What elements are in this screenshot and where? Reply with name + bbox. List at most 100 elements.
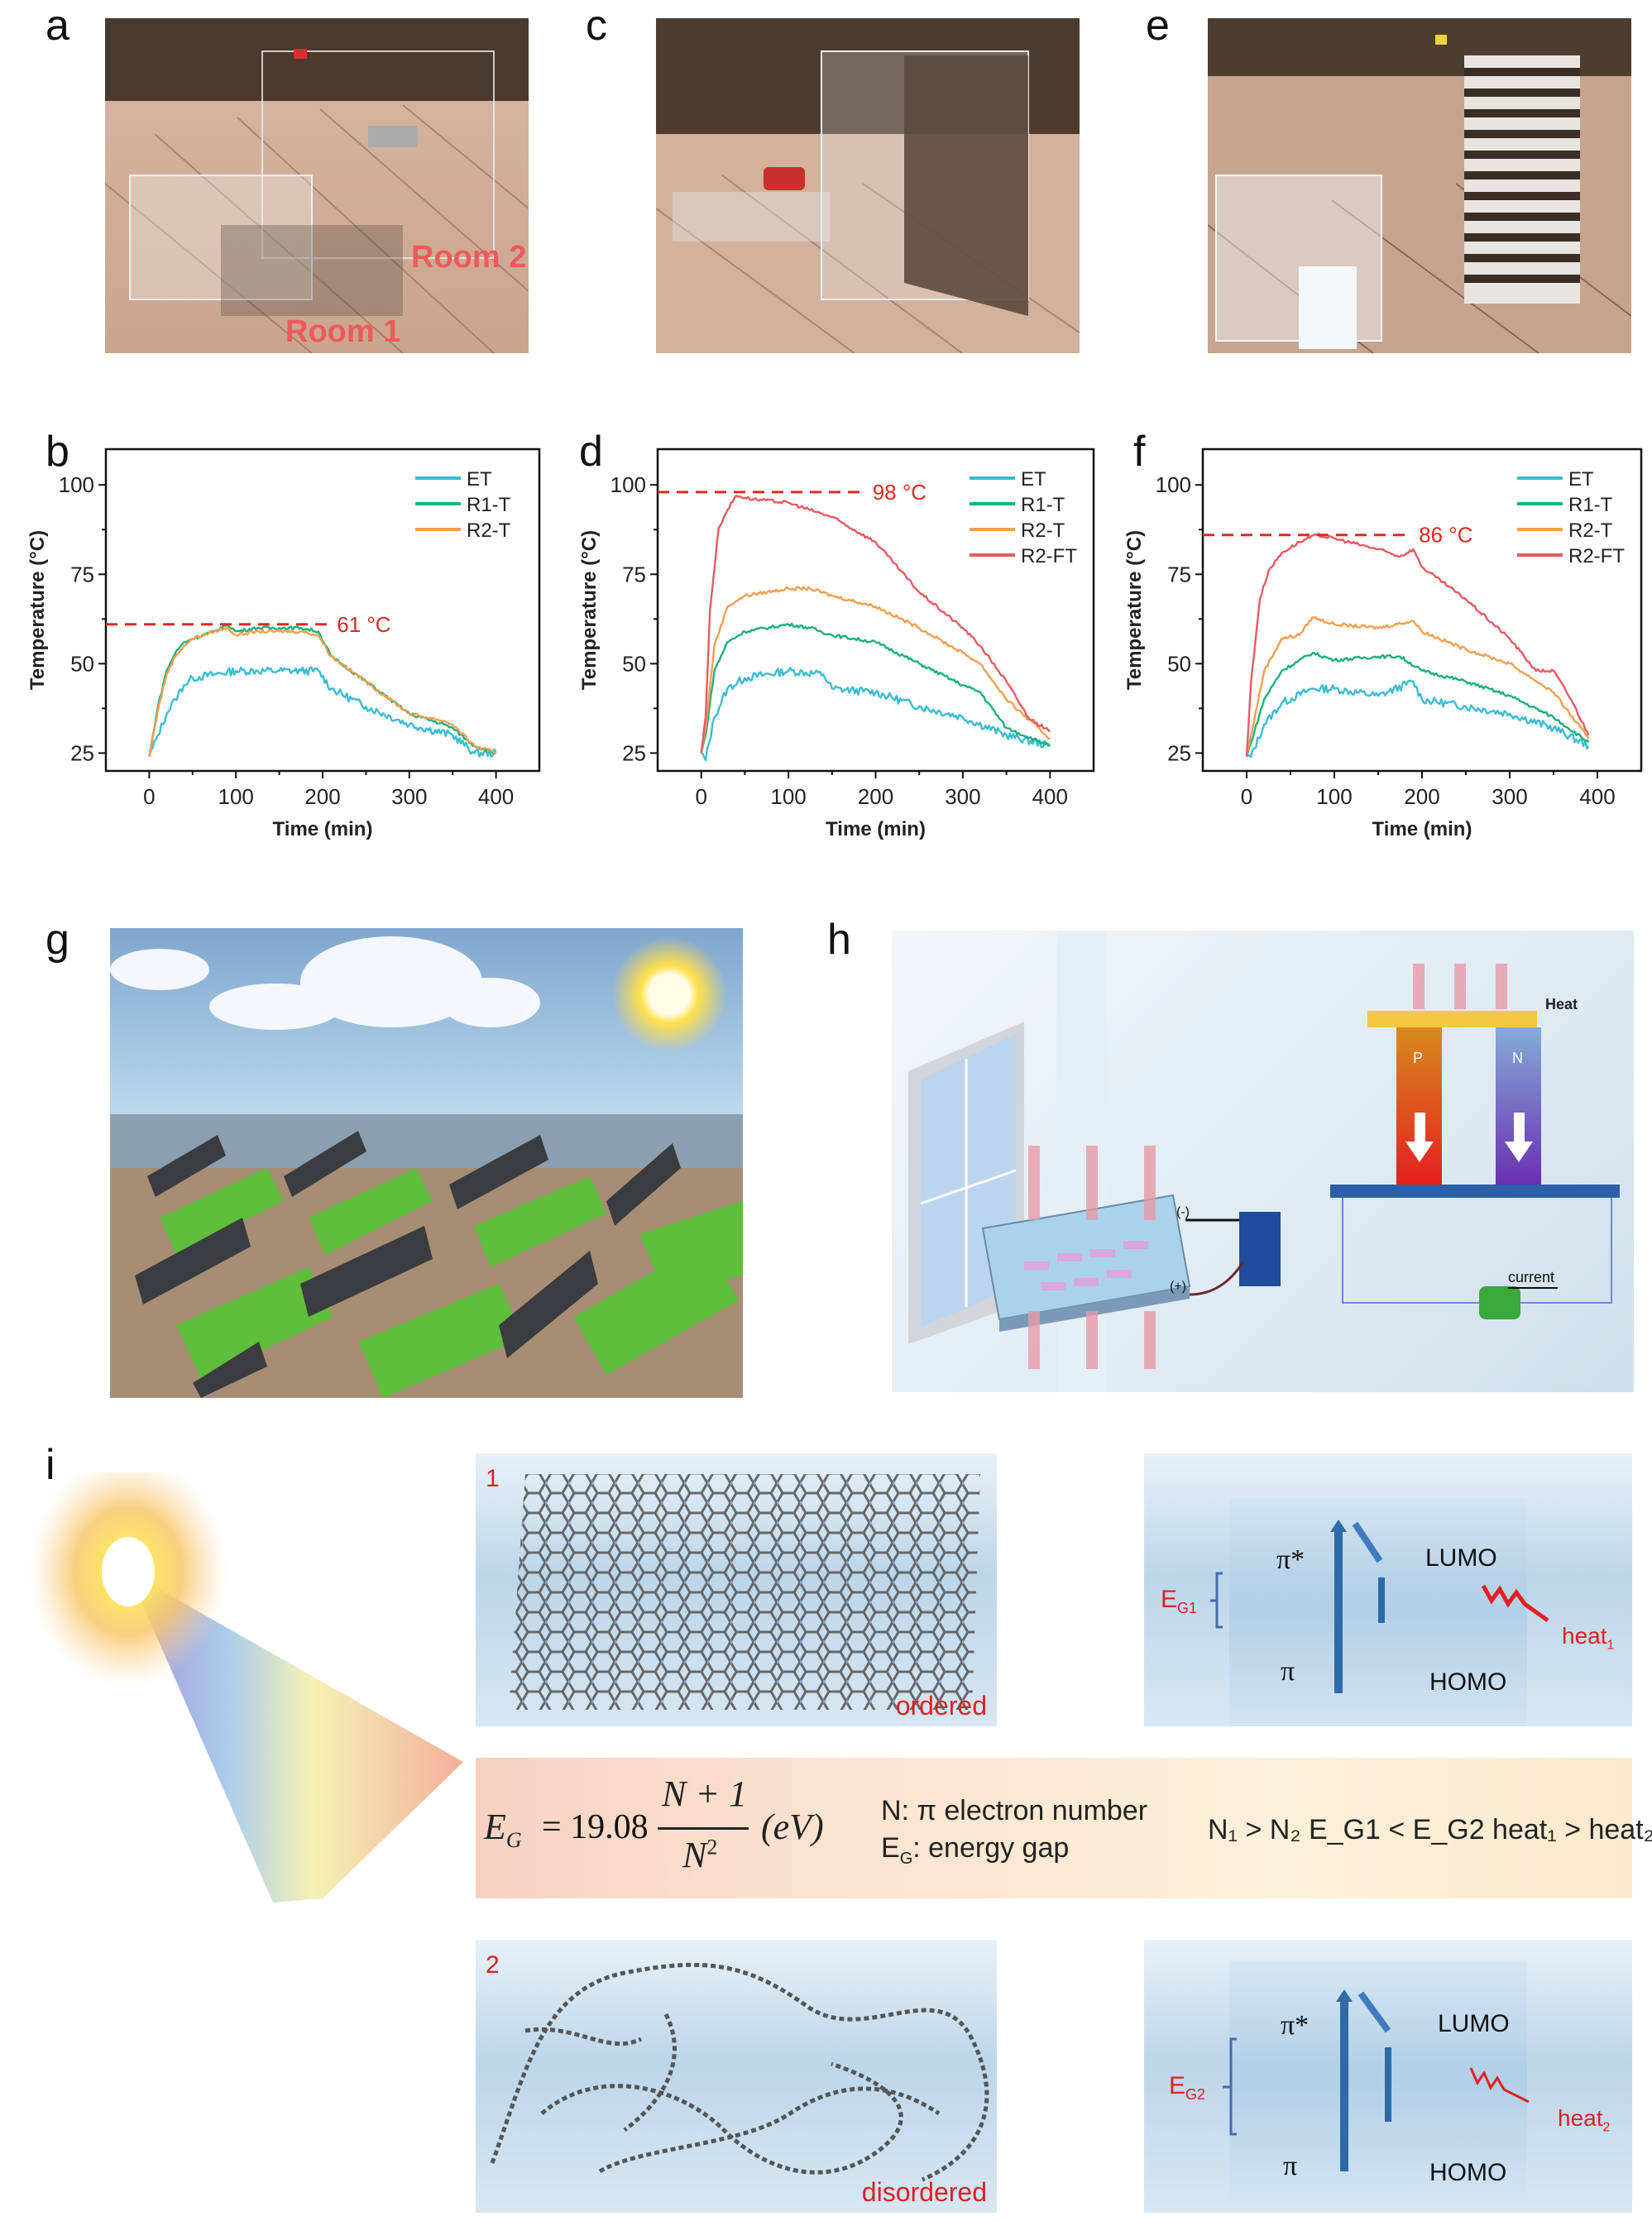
eq-unit: (eV): [761, 1807, 824, 1847]
sun-spectrum-svg: [29, 1456, 463, 1903]
light-spectrum-beam: [128, 1572, 463, 1903]
threshold-label: 86 °C: [1419, 523, 1472, 548]
p-leg-label: P: [1413, 1050, 1423, 1066]
clouds: [110, 936, 540, 1030]
y-tick-label: 100: [1156, 472, 1191, 497]
x-tick-label: 0: [143, 784, 155, 809]
thermoelectric-illustration: (-) (+) P N current Heat: [892, 931, 1634, 1392]
lumo-label: LUMO: [1438, 2010, 1510, 2037]
n-leg-label: N: [1512, 1050, 1523, 1066]
legend-label-r1-t: R1-T: [467, 494, 511, 516]
series-line-r2-t: [1245, 615, 1590, 757]
disordered-chains: [490, 1962, 989, 2182]
y-tick-label: 100: [611, 472, 646, 497]
legend-label-r2-ft: R2-FT: [1568, 545, 1625, 567]
y-tick-label: 50: [622, 651, 646, 676]
energy-diagram-2-svg: [1223, 1989, 1530, 2171]
x-axis-label: Time (min): [1372, 818, 1472, 840]
chart-b-svg: 0 100 200 300 400 25 50 75 100 Time (min) Temperat…: [26, 448, 541, 840]
homo-label: HOMO: [1429, 2159, 1507, 2186]
chart-b: 0 100 200 300 400 25 50 75 100 Time (min) Temperat…: [0, 414, 546, 877]
x-tick-label: 400: [1032, 784, 1068, 809]
series-line-et: [701, 667, 1051, 762]
hot-plate: [1367, 1011, 1537, 1027]
structure-2-disordered: 2 disordered: [476, 1940, 997, 2213]
y-tick-label: 50: [1167, 651, 1191, 676]
structure-2-number: 2: [486, 1951, 500, 1979]
x-tick-label: 200: [304, 784, 340, 809]
ordered-lattice: [509, 1474, 980, 1710]
y-tick-label: 100: [59, 472, 94, 497]
energy-diagram-2: π* π LUMO HOMO EG2 heat2: [1144, 1940, 1632, 2213]
threshold-label: 61 °C: [337, 612, 390, 637]
ordered-label: ordered: [895, 1691, 987, 1721]
gap-bracket: [1223, 2037, 1237, 2136]
pi-star-label: π*: [1276, 1544, 1305, 1575]
current-label: current: [1508, 1269, 1554, 1285]
eq-lhs: EG: [484, 1807, 522, 1852]
agrivoltaic-scene: [110, 928, 743, 1398]
eq-definition-n: N: π electron number: [881, 1795, 1148, 1826]
legend-label-r2-t: R2-T: [1568, 519, 1613, 542]
panel-label-c: c: [586, 2, 607, 50]
y-tick-label: 25: [1167, 740, 1191, 765]
y-axis-label: Temperature (°C): [26, 530, 49, 690]
pi-label: π: [1283, 2151, 1298, 2181]
sun-spectrum-illustration: [25, 1456, 463, 1903]
y-tick-label: 75: [622, 562, 646, 586]
eq-coefficient: = 19.08: [542, 1808, 649, 1846]
series-line-r2-t: [148, 626, 496, 757]
series-line-r2-ft: [1245, 533, 1590, 757]
panel-label-a: a: [45, 2, 69, 50]
y-axis-label: Temperature (°C): [1123, 530, 1146, 690]
room-1-label: Room 1: [285, 314, 401, 349]
x-tick-label: 100: [770, 784, 806, 809]
legend-label-et: ET: [1021, 468, 1046, 491]
threshold-label: 98 °C: [873, 480, 927, 505]
photo-a-illustration: [105, 18, 529, 353]
series-line-r1-t: [1245, 652, 1590, 758]
heat-1-label: heat1: [1562, 1623, 1615, 1653]
thermoelectric-scene: (-) (+) P N current Heat: [908, 931, 1620, 1392]
y-tick-label: 50: [70, 651, 94, 676]
structure-1-number: 1: [486, 1465, 500, 1492]
eq-relation: N₁ > N₂ E_G1 < E_G2 heat₁ > heat₂: [1208, 1814, 1652, 1845]
photo-c-illustration: [656, 18, 1080, 353]
photo-room-film: [656, 18, 1080, 353]
y-tick-label: 25: [622, 740, 646, 765]
photo-room-stripes: [1208, 18, 1631, 353]
x-tick-label: 400: [1579, 784, 1615, 809]
legend-label-r2-ft: R2-FT: [1021, 545, 1077, 567]
relaxation-arrow: [1378, 1577, 1385, 1623]
greenhouses: [160, 1168, 743, 1398]
y-tick-label: 75: [1167, 562, 1191, 586]
x-tick-label: 0: [695, 784, 706, 809]
pi-star-label: π*: [1281, 2010, 1310, 2041]
y-axis-label: Temperature (°C): [578, 530, 601, 690]
panel-label-h: h: [827, 916, 851, 964]
panel-label-e: e: [1146, 2, 1170, 50]
battery-box: [1239, 1212, 1281, 1286]
panel-label-d: d: [579, 428, 603, 476]
panel-label-i: i: [45, 1441, 55, 1489]
legend-label-r2-t: R2-T: [1021, 519, 1065, 542]
legend-label-r1-t: R1-T: [1021, 494, 1065, 516]
sun-icon: [611, 936, 727, 1052]
x-tick-label: 100: [218, 784, 254, 809]
series-line-et: [1246, 679, 1590, 758]
photo-e-illustration: [1208, 18, 1631, 353]
heat-wave-icon: [1481, 1584, 1549, 1623]
panel-label-f: f: [1133, 428, 1146, 476]
gap-label-1: EG1: [1161, 1586, 1198, 1616]
x-tick-label: 300: [945, 784, 980, 809]
legend-label-r1-t: R1-T: [1568, 494, 1613, 516]
panel-label-b: b: [45, 428, 69, 476]
x-tick-label: 300: [391, 784, 427, 809]
gap-label-2: EG2: [1169, 2072, 1206, 2103]
eq-definition-eg: EG: energy gap: [881, 1832, 1070, 1868]
y-tick-label: 25: [70, 740, 94, 765]
minus-terminal-label: (-): [1176, 1205, 1190, 1219]
room-2-label: Room 2: [411, 240, 527, 275]
battery-icon: [1479, 1286, 1520, 1319]
series-line-r2-t: [700, 586, 1051, 754]
